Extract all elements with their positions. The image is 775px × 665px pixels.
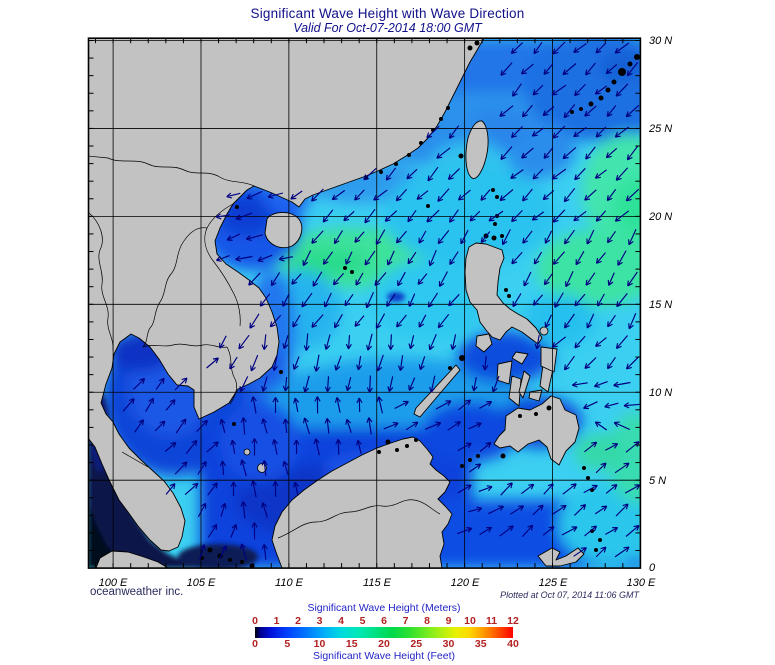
legend-colorbar [255, 627, 513, 638]
mindoro-island [475, 333, 493, 353]
legend-feet-ticks: 0 5 10 15 20 25 30 35 40 [252, 638, 519, 650]
lat-label: 10 N [649, 387, 672, 399]
feet-tick: 15 [345, 638, 358, 650]
meters-tick: 10 [464, 615, 476, 627]
lat-label: 30 N [649, 35, 672, 47]
feet-tick: 40 [507, 638, 519, 650]
mindanao-island [493, 395, 580, 466]
palawan-island [413, 364, 461, 418]
meters-tick: 9 [445, 615, 452, 627]
meters-tick: 1 [273, 615, 280, 627]
lon-label: 130 E [627, 577, 656, 589]
meters-tick: 2 [295, 615, 301, 627]
mainland-asia [88, 38, 485, 552]
meters-tick: 12 [507, 615, 519, 627]
degree-ticks [88, 38, 641, 569]
meters-tick: 11 [485, 615, 498, 627]
longitude-labels: 100 E 105 E 110 E 115 E 120 E 125 E 130 … [99, 577, 656, 589]
lon-label: 105 E [187, 577, 216, 589]
taiwan-island [465, 120, 489, 179]
lat-label: 20 N [648, 211, 672, 223]
latitude-labels: 30 N 25 N 20 N 15 N 10 N 5 N 0 [648, 35, 672, 574]
meters-tick: 8 [424, 615, 430, 627]
meters-tick: 4 [338, 615, 344, 627]
cebu-island [518, 370, 531, 399]
wave-arrows-layer [122, 41, 641, 561]
hainan-island [264, 212, 303, 249]
feet-tick: 35 [474, 638, 487, 650]
meters-tick: 0 [252, 615, 258, 627]
feet-tick: 30 [442, 638, 455, 650]
plotted-at-text: Plotted at Oct 07, 2014 11:06 GMT [500, 590, 639, 600]
credit-text: oceanweather inc. [90, 586, 184, 598]
bohol-island [528, 389, 543, 402]
feet-tick: 10 [313, 638, 326, 650]
islets-layer [200, 40, 640, 569]
legend-meters-label: Significant Wave Height (Meters) [307, 602, 461, 614]
meters-tick: 5 [359, 615, 366, 627]
legend-feet-label: Significant Wave Height (Feet) [312, 650, 455, 662]
borneo-island [271, 436, 453, 569]
map-frame [87, 37, 642, 569]
lon-label: 125 E [539, 577, 568, 589]
feet-tick: 5 [284, 638, 291, 650]
lon-label: 100 E [99, 577, 128, 589]
feet-tick: 25 [410, 638, 423, 650]
meters-tick: 6 [381, 615, 387, 627]
lat-label: 0 [649, 562, 656, 574]
masbate-island [511, 351, 529, 365]
feet-tick: 20 [378, 638, 390, 650]
negros-island [508, 375, 522, 407]
grid-layer [88, 38, 641, 569]
meters-tick: 3 [316, 615, 323, 627]
lat-label: 5 N [649, 475, 666, 487]
panay-island [496, 360, 513, 385]
meters-tick: 7 [402, 615, 409, 627]
chart-subtitle: Valid For Oct-07-2014 18:00 GMT [293, 21, 482, 35]
lat-label: 15 N [649, 299, 672, 311]
lon-label: 115 E [363, 577, 392, 589]
land-layer [88, 38, 585, 569]
country-borders [88, 155, 441, 539]
chart-title: Significant Wave Height with Wave Direct… [250, 6, 525, 21]
lon-label: 110 E [275, 577, 304, 589]
luzon-island [464, 242, 543, 345]
lon-label: 120 E [451, 577, 480, 589]
sulawesi-island [537, 547, 585, 567]
feet-tick: 0 [252, 638, 258, 650]
legend-meters-ticks: 0 1 2 3 4 5 6 7 8 9 10 11 12 [252, 615, 519, 627]
samar-island [540, 346, 558, 373]
lat-label: 25 N [648, 123, 672, 135]
